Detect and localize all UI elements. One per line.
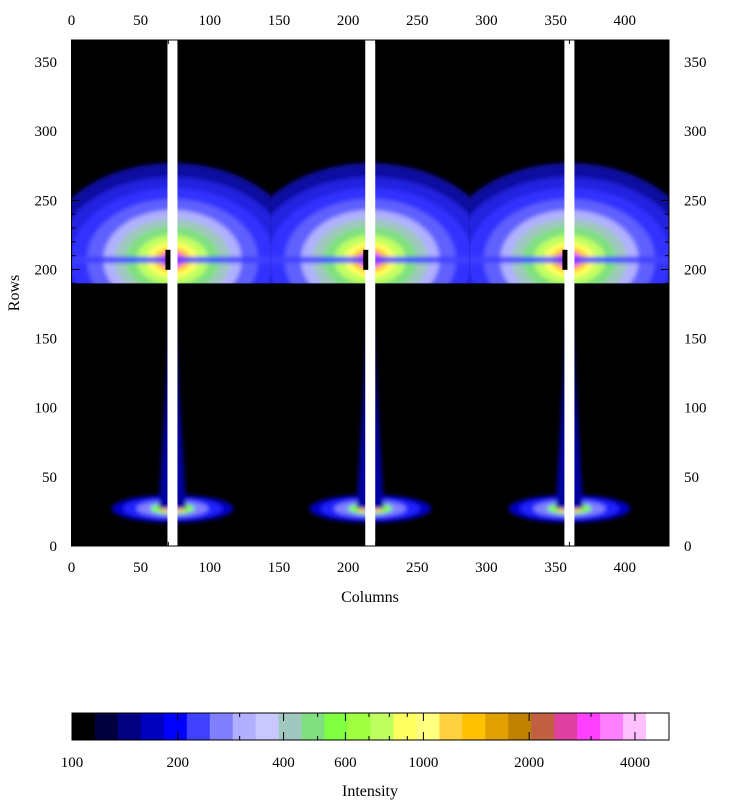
colorbar-tick-label: 2000 <box>514 755 544 771</box>
colorbar-swatch <box>577 713 601 740</box>
colorbar-tick-label: 600 <box>334 755 357 771</box>
colorbar-swatch <box>623 713 647 740</box>
beam-stop-stripe <box>564 40 575 546</box>
beam-stop-shadow <box>562 249 568 270</box>
x-tick-label-bottom: 0 <box>68 560 76 576</box>
x-tick-label-top: 150 <box>268 13 291 29</box>
colorbar-swatch <box>347 713 372 740</box>
colorbar-swatch <box>646 713 670 740</box>
colorbar-swatch <box>301 713 326 740</box>
beam-stop-stripe <box>365 40 376 546</box>
colorbar-tick-label: 400 <box>272 755 295 771</box>
plot-frame <box>71 39 670 547</box>
y-tick-label-left: 200 <box>35 262 58 278</box>
heatmap-image <box>71 40 670 546</box>
x-tick-label-bottom: 350 <box>544 560 567 576</box>
colorbar: 100 200 400 600 1000 2000 4000 <box>61 712 670 771</box>
beam-stop-shadow <box>363 249 369 270</box>
y-tick-label-right: 0 <box>684 539 692 555</box>
x-tick-label-top: 0 <box>68 13 76 29</box>
colorbar-swatch <box>370 713 395 740</box>
colorbar-swatch <box>117 713 142 740</box>
x-tick-label-top: 350 <box>544 13 567 29</box>
y-tick-label-left: 0 <box>50 539 58 555</box>
colorbar-border <box>71 712 670 741</box>
x-axis-label: Columns <box>341 589 399 606</box>
colorbar-tick-label: 200 <box>167 755 190 771</box>
upper-scatter-panel <box>71 163 271 284</box>
colorbar-swatch <box>94 713 119 740</box>
colorbar-swatch <box>393 713 418 740</box>
y-tick-label-right: 100 <box>684 401 707 417</box>
x-tick-label-top: 200 <box>337 13 360 29</box>
colorbar-tick-label: 1000 <box>408 755 438 771</box>
axis-ticks: 0050501001001501502002002502503003003503… <box>35 13 707 576</box>
colorbar-swatch <box>485 713 509 740</box>
colorbar-swatch <box>439 713 463 740</box>
x-tick-label-bottom: 300 <box>475 560 498 576</box>
colorbar-swatch <box>232 713 257 740</box>
y-tick-label-left: 300 <box>35 124 58 140</box>
x-tick-label-bottom: 250 <box>406 560 429 576</box>
y-tick-label-right: 200 <box>684 262 707 278</box>
colorbar-swatch <box>554 713 578 740</box>
y-tick-label-left: 100 <box>35 401 58 417</box>
y-tick-label-left: 50 <box>42 470 57 486</box>
x-tick-label-bottom: 100 <box>199 560 222 576</box>
x-tick-label-top: 100 <box>199 13 222 29</box>
y-tick-label-right: 50 <box>684 470 699 486</box>
x-tick-label-top: 400 <box>613 13 636 29</box>
colorbar-swatch <box>462 713 486 740</box>
colorbar-swatch <box>186 713 211 740</box>
x-tick-label-bottom: 400 <box>613 560 636 576</box>
colorbar-swatch <box>209 713 234 740</box>
colorbar-swatch <box>508 713 532 740</box>
colorbar-swatch <box>600 713 624 740</box>
colorbar-swatch <box>278 713 303 740</box>
colorbar-swatch <box>324 713 349 740</box>
colorbar-swatch <box>140 713 165 740</box>
y-tick-label-left: 250 <box>35 193 58 209</box>
beam-stop-shadow <box>165 249 171 270</box>
y-axis-label: Rows <box>6 275 23 311</box>
x-tick-label-bottom: 50 <box>133 560 148 576</box>
y-tick-label-right: 150 <box>684 332 707 348</box>
y-tick-label-right: 300 <box>684 124 707 140</box>
colorbar-label: Intensity <box>342 783 398 800</box>
x-tick-label-top: 250 <box>406 13 429 29</box>
colorbar-swatch <box>416 713 440 740</box>
colorbar-swatch <box>255 713 280 740</box>
colorbar-swatch <box>531 713 555 740</box>
x-tick-label-bottom: 200 <box>337 560 360 576</box>
y-tick-label-right: 350 <box>684 55 707 71</box>
plot-border <box>71 39 670 547</box>
x-tick-label-top: 50 <box>133 13 148 29</box>
colorbar-tick-label: 100 <box>61 755 84 771</box>
y-tick-label-left: 350 <box>35 55 58 71</box>
colorbar-tick-label: 4000 <box>620 755 650 771</box>
y-tick-label-left: 150 <box>35 332 58 348</box>
beam-stop-stripe <box>167 40 178 546</box>
colorbar-swatch <box>163 713 188 740</box>
y-tick-label-right: 250 <box>684 193 707 209</box>
x-tick-label-bottom: 150 <box>268 560 291 576</box>
colorbar-swatch <box>72 713 96 740</box>
x-tick-label-top: 300 <box>475 13 498 29</box>
